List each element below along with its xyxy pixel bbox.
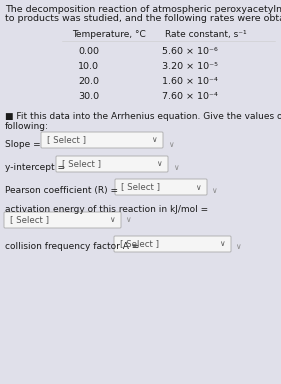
Text: ∨: ∨: [195, 182, 201, 192]
Text: Rate constant, s⁻¹: Rate constant, s⁻¹: [165, 30, 247, 39]
Text: to products was studied, and the following rates were obtained.: to products was studied, and the followi…: [5, 14, 281, 23]
FancyBboxPatch shape: [56, 156, 168, 172]
Text: 7.60 × 10⁻⁴: 7.60 × 10⁻⁴: [162, 92, 218, 101]
Text: [ Select ]: [ Select ]: [121, 182, 160, 192]
Text: Pearson coefficient (R) =: Pearson coefficient (R) =: [5, 186, 118, 195]
Text: y-intercept =: y-intercept =: [5, 163, 65, 172]
FancyBboxPatch shape: [41, 132, 163, 148]
Text: ∨: ∨: [109, 215, 115, 225]
FancyBboxPatch shape: [114, 236, 231, 252]
Text: 1.60 × 10⁻⁴: 1.60 × 10⁻⁴: [162, 77, 218, 86]
Text: 0.00: 0.00: [78, 47, 99, 56]
Text: [ Select ]: [ Select ]: [47, 136, 86, 144]
Text: 3.20 × 10⁻⁵: 3.20 × 10⁻⁵: [162, 62, 218, 71]
Text: 10.0: 10.0: [78, 62, 99, 71]
Text: The decomposition reaction of atmospheric peroxyacetylnitrate (PAN): The decomposition reaction of atmospheri…: [5, 5, 281, 14]
Text: [ Select ]: [ Select ]: [62, 159, 101, 169]
Text: ∨: ∨: [168, 140, 174, 149]
Text: activation energy of this reaction in kJ/mol =: activation energy of this reaction in kJ…: [5, 205, 208, 214]
Text: ∨: ∨: [156, 159, 162, 169]
Text: [ Select ]: [ Select ]: [10, 215, 49, 225]
Text: ∨: ∨: [173, 163, 179, 172]
Text: ∨: ∨: [219, 240, 225, 248]
Text: 5.60 × 10⁻⁶: 5.60 × 10⁻⁶: [162, 47, 218, 56]
FancyBboxPatch shape: [4, 212, 121, 228]
FancyBboxPatch shape: [115, 179, 207, 195]
Text: ∨: ∨: [235, 242, 241, 251]
Text: ∨: ∨: [125, 215, 131, 223]
Text: [ Select ]: [ Select ]: [120, 240, 159, 248]
Text: 30.0: 30.0: [78, 92, 99, 101]
Text: 20.0: 20.0: [78, 77, 99, 86]
Text: following:: following:: [5, 122, 49, 131]
Text: ∨: ∨: [211, 186, 217, 195]
Text: ∨: ∨: [151, 136, 157, 144]
Text: collision frequency factor A =: collision frequency factor A =: [5, 242, 139, 251]
Text: Temperature, °C: Temperature, °C: [72, 30, 146, 39]
Text: ■ Fit this data into the Arrhenius equation. Give the values of the: ■ Fit this data into the Arrhenius equat…: [5, 112, 281, 121]
Text: Slope =: Slope =: [5, 140, 41, 149]
